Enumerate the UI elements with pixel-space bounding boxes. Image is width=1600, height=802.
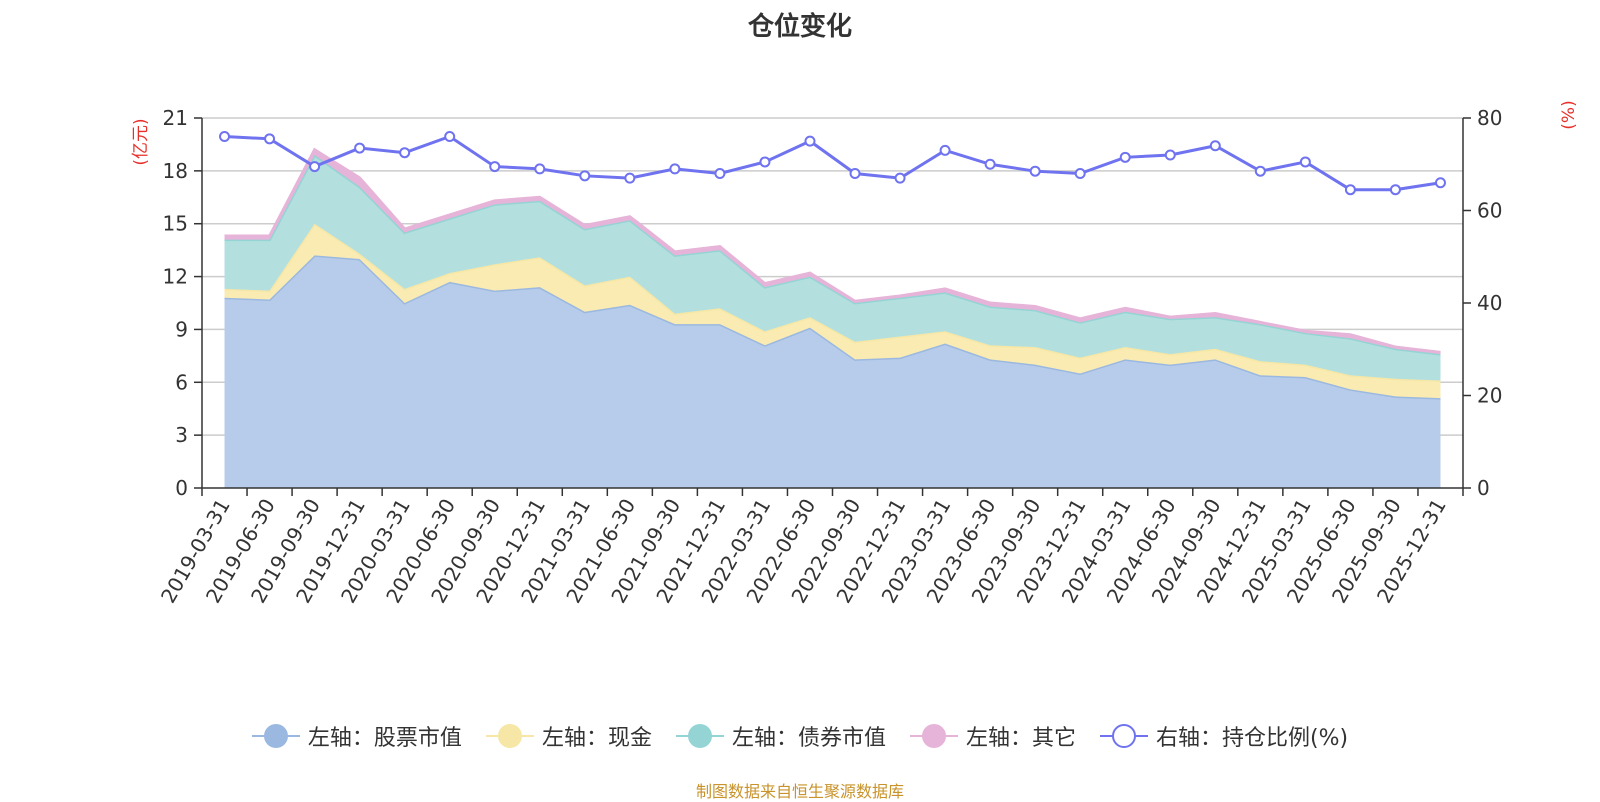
ratio-point[interactable] bbox=[1209, 140, 1221, 152]
right-tick-label: 40 bbox=[1477, 291, 1502, 315]
ratio-point[interactable] bbox=[984, 158, 996, 170]
legend-item[interactable]: 左轴：其它 bbox=[909, 720, 1076, 752]
ratio-point[interactable] bbox=[939, 144, 951, 156]
ratio-series-line bbox=[224, 134, 1441, 192]
ratio-point[interactable] bbox=[624, 172, 636, 184]
right-tick-label: 0 bbox=[1477, 476, 1490, 500]
left-tick-label: 0 bbox=[175, 476, 188, 500]
ratio-point[interactable] bbox=[444, 131, 456, 142]
legend-label: 左轴：其它 bbox=[965, 726, 1076, 751]
legend-label: 左轴：债券市值 bbox=[731, 726, 886, 751]
left-axis-unit: (亿元) bbox=[131, 118, 151, 165]
ratio-point[interactable] bbox=[489, 161, 501, 173]
ratio-line bbox=[219, 131, 1446, 196]
area-0 bbox=[224, 255, 1441, 488]
legend-swatch bbox=[251, 722, 300, 750]
stacked-areas bbox=[224, 147, 1441, 488]
legend-item[interactable]: 右轴：持仓比例(%) bbox=[1099, 720, 1349, 752]
right-tick-label: 80 bbox=[1477, 106, 1502, 130]
legend: 左轴：股票市值 左轴：现金 左轴：债券市值 左轴：其它 右轴：持仓比例(%) bbox=[0, 720, 1600, 752]
ratio-point[interactable] bbox=[1344, 184, 1356, 196]
area-2 bbox=[224, 155, 1441, 381]
right-axis-unit: (%) bbox=[1559, 100, 1579, 129]
left-tick-label: 3 bbox=[175, 423, 188, 447]
ratio-point[interactable] bbox=[1434, 177, 1446, 189]
ratio-point[interactable] bbox=[309, 161, 321, 173]
ratio-point[interactable] bbox=[1029, 165, 1041, 177]
ratio-point[interactable] bbox=[1299, 156, 1311, 168]
legend-label: 左轴：现金 bbox=[541, 726, 652, 751]
ratio-point[interactable] bbox=[1074, 168, 1086, 179]
ratio-point[interactable] bbox=[1164, 149, 1176, 161]
ratio-point[interactable] bbox=[399, 147, 411, 159]
area-1 bbox=[224, 223, 1441, 399]
legend-swatch bbox=[909, 722, 958, 750]
legend-item[interactable]: 左轴：现金 bbox=[485, 720, 652, 752]
legend-label: 左轴：股票市值 bbox=[307, 726, 462, 751]
ratio-point[interactable] bbox=[264, 133, 276, 145]
right-tick-label: 60 bbox=[1477, 199, 1502, 223]
source-footer: 制图数据来自恒生聚源数据库 bbox=[695, 782, 904, 801]
ratio-point[interactable] bbox=[894, 172, 906, 184]
ratio-point[interactable] bbox=[534, 163, 546, 175]
area-edge-3 bbox=[224, 147, 1441, 354]
right-tick-label: 20 bbox=[1477, 384, 1502, 408]
ratio-point[interactable] bbox=[354, 142, 366, 154]
left-tick-label: 9 bbox=[175, 317, 188, 341]
ratio-point[interactable] bbox=[579, 170, 591, 182]
left-tick-label: 15 bbox=[163, 212, 188, 236]
legend-swatch bbox=[675, 722, 724, 750]
ratio-point[interactable] bbox=[1254, 165, 1266, 177]
ratio-point[interactable] bbox=[1119, 151, 1131, 163]
legend-swatch bbox=[1099, 722, 1148, 750]
ratio-point[interactable] bbox=[1389, 184, 1401, 196]
left-tick-label: 6 bbox=[175, 370, 188, 394]
left-tick-label: 21 bbox=[163, 106, 188, 130]
area-3 bbox=[224, 149, 1441, 355]
legend-item[interactable]: 左轴：股票市值 bbox=[251, 720, 462, 752]
legend-swatch bbox=[485, 722, 534, 750]
ratio-point[interactable] bbox=[669, 163, 681, 175]
left-tick-label: 12 bbox=[163, 265, 188, 289]
legend-item[interactable]: 左轴：债券市值 bbox=[675, 720, 886, 752]
chart-title: 仓位变化 bbox=[747, 12, 852, 42]
ratio-point[interactable] bbox=[759, 156, 771, 168]
ratio-point[interactable] bbox=[219, 131, 231, 142]
legend-label: 右轴：持仓比例(%) bbox=[1155, 726, 1349, 751]
ratio-point[interactable] bbox=[714, 168, 726, 179]
ratio-point[interactable] bbox=[804, 135, 816, 147]
ratio-point[interactable] bbox=[849, 168, 861, 179]
left-tick-label: 18 bbox=[163, 159, 188, 183]
